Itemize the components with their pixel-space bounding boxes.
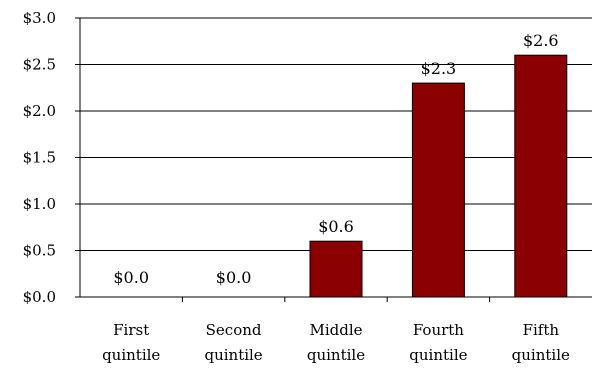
category-label: quintile <box>409 346 467 364</box>
category-label: Second <box>206 321 262 339</box>
category-label: First <box>113 321 149 339</box>
y-tick-label: $3.0 <box>23 9 56 27</box>
y-tick-label: $1.0 <box>23 195 56 213</box>
category-labels: First quintile Second quintile Middle quintil… <box>102 321 570 364</box>
y-tick-label: $2.0 <box>23 102 56 120</box>
category-label: quintile <box>102 346 160 364</box>
y-axis-ticks: $0.0 $0.5 $1.0 $1.5 $2.0 $2.5 $3.0 <box>23 9 80 306</box>
bar <box>514 54 568 298</box>
bar <box>309 240 363 298</box>
category-label: quintile <box>307 346 365 364</box>
category-label: Middle <box>309 321 362 339</box>
bar <box>411 82 465 298</box>
data-label: $0.0 <box>216 268 252 287</box>
y-tick-label: $2.5 <box>23 56 56 74</box>
data-labels: $0.0 $0.0 $0.6 $2.3 $2.6 <box>113 31 558 287</box>
category-label: Fifth <box>523 321 560 339</box>
gridlines <box>80 17 592 251</box>
category-label: quintile <box>512 346 570 364</box>
y-tick-label: $1.5 <box>23 149 56 167</box>
category-label: quintile <box>204 346 262 364</box>
data-label: $0.0 <box>113 268 149 287</box>
y-tick-label: $0.5 <box>23 242 56 260</box>
y-tick-label: $0.0 <box>23 288 56 306</box>
data-label: $0.6 <box>318 217 354 236</box>
category-label: Fourth <box>413 321 464 339</box>
data-label: $2.3 <box>421 59 457 78</box>
bars <box>309 54 568 298</box>
x-axis-ticks <box>181 297 491 302</box>
data-label: $2.6 <box>523 31 559 50</box>
